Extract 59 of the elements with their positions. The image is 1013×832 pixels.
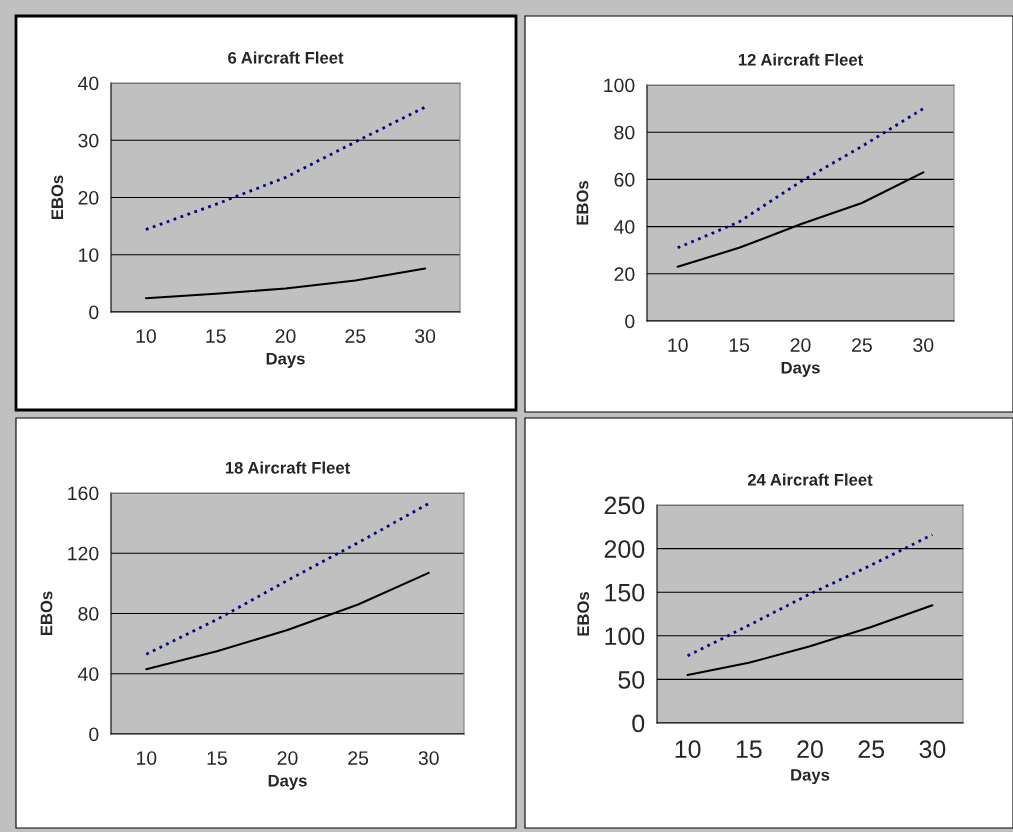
- x-tick-label: 15: [206, 329, 226, 343]
- y-axis-title: EBOs: [577, 591, 590, 636]
- x-axis-title: Days: [781, 361, 820, 377]
- y-tick-label: 250: [604, 496, 645, 515]
- y-tick-label: 20: [614, 267, 635, 282]
- y-tick-label: 80: [78, 606, 99, 621]
- line-series: [144, 267, 427, 300]
- x-tick-label: 30: [919, 740, 946, 759]
- y-tick-label: 100: [605, 627, 645, 646]
- x-tick-label: 25: [348, 751, 369, 765]
- x-tick-label: 10: [668, 338, 688, 352]
- x-axis-title: Days: [791, 769, 830, 785]
- x-axis-title: Days: [268, 774, 307, 790]
- y-tick-label: 60: [614, 172, 635, 187]
- y-tick-label: 10: [79, 248, 99, 262]
- y-tick-label: 40: [78, 76, 99, 91]
- x-tick-label: 25: [852, 338, 872, 352]
- y-tick-label: 160: [68, 486, 99, 501]
- x-tick-label: 20: [790, 338, 811, 352]
- x-tick-label: 10: [136, 751, 157, 765]
- chart-title: 12 Aircraft Fleet: [738, 53, 863, 66]
- chart-title: 24 Aircraft Fleet: [747, 473, 873, 486]
- chart-title: 6 Aircraft Fleet: [228, 51, 344, 64]
- y-tick-label: 150: [605, 583, 645, 602]
- y-tick-label: 0: [632, 714, 645, 733]
- y-tick-label: 200: [604, 540, 645, 558]
- x-tick-label: 25: [858, 740, 885, 759]
- x-tick-label: 25: [345, 329, 366, 343]
- y-tick-label: 40: [614, 220, 635, 234]
- x-axis-title: Days: [266, 352, 305, 368]
- x-tick-label: 20: [275, 329, 296, 343]
- y-tick-label: 50: [618, 671, 645, 689]
- y-axis-title: EBOs: [40, 591, 53, 636]
- y-tick-label: 80: [614, 125, 635, 140]
- y-tick-label: 0: [89, 305, 99, 320]
- y-tick-label: 100: [604, 78, 635, 93]
- x-tick-label: 30: [913, 338, 934, 352]
- y-tick-label: 30: [78, 133, 99, 148]
- x-tick-label: 20: [277, 751, 298, 765]
- y-tick-label: 20: [78, 190, 99, 205]
- y-tick-label: 0: [625, 314, 635, 329]
- y-axis-title: EBOs: [51, 175, 64, 220]
- y-tick-label: 120: [68, 546, 99, 561]
- y-tick-label: 40: [78, 667, 99, 681]
- y-axis-title: EBOs: [576, 180, 589, 225]
- x-tick-label: 15: [729, 338, 750, 352]
- x-tick-label: 10: [136, 329, 156, 343]
- x-tick-label: 30: [415, 329, 436, 343]
- x-tick-label: 30: [418, 751, 439, 765]
- line-series: [676, 107, 925, 250]
- y-tick-label: 0: [89, 727, 99, 742]
- chart-title: 18 Aircraft Fleet: [225, 461, 350, 474]
- line-series: [144, 105, 427, 231]
- x-tick-label: 15: [207, 751, 227, 765]
- line-series: [686, 533, 934, 658]
- line-series: [144, 502, 431, 656]
- x-tick-label: 10: [675, 740, 701, 759]
- x-tick-label: 15: [736, 740, 762, 759]
- x-tick-label: 20: [797, 740, 823, 759]
